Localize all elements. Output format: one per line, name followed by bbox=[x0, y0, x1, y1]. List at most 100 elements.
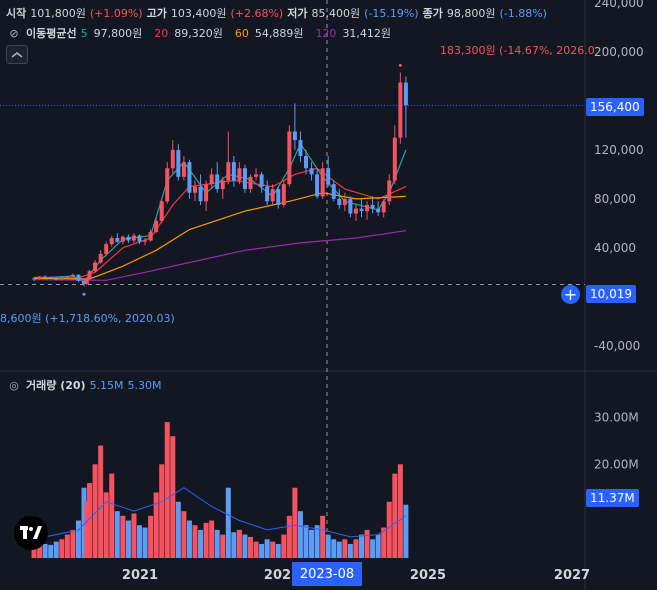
ma5-period: 5 bbox=[80, 26, 88, 40]
volume-bar bbox=[347, 543, 353, 558]
close-change: (-1.88%) bbox=[499, 6, 547, 20]
candle-body bbox=[353, 208, 358, 214]
open-value: 101,800원 bbox=[30, 7, 86, 20]
candle-body bbox=[387, 180, 392, 202]
candle-body bbox=[148, 231, 153, 241]
candle-body bbox=[281, 184, 286, 205]
candle-body bbox=[109, 238, 114, 245]
candle-body bbox=[159, 201, 164, 221]
volume-bar bbox=[248, 536, 253, 558]
candle-body bbox=[331, 184, 336, 199]
volume-bar bbox=[214, 529, 220, 558]
candle-body bbox=[348, 198, 353, 214]
volume-bar bbox=[264, 539, 270, 558]
volume-bar bbox=[286, 515, 292, 558]
ma-title[interactable]: 이동평균선 bbox=[26, 27, 77, 40]
candle-body bbox=[248, 176, 253, 190]
volume-bar bbox=[331, 539, 337, 558]
chevron-icon bbox=[11, 51, 23, 58]
volume-title[interactable]: 거래량 (20) bbox=[26, 379, 86, 392]
low-label: 저가 bbox=[287, 7, 308, 20]
low-value: 85,400원 bbox=[311, 7, 361, 20]
low-change: (-15.19%) bbox=[364, 6, 419, 20]
candle-body bbox=[226, 162, 231, 181]
candle-body bbox=[304, 156, 308, 169]
collapse-legend-button[interactable] bbox=[6, 45, 28, 64]
x-tick-label: 2027 bbox=[554, 568, 590, 583]
high-annotation: 183,300원 (-14.67%, 2026.0 bbox=[440, 44, 595, 57]
y-tick-label: 240,000 bbox=[594, 0, 644, 10]
y-tick-label: 200,000 bbox=[594, 45, 644, 59]
volume-bar bbox=[336, 541, 342, 558]
volume-bar bbox=[120, 515, 126, 558]
candle-body bbox=[292, 131, 297, 141]
x-tick-label: 2025 bbox=[410, 568, 446, 583]
x-tick-label: 2021 bbox=[122, 568, 158, 583]
candle-body bbox=[198, 186, 203, 202]
volume-bar bbox=[231, 532, 237, 558]
high-change: (+2.68%) bbox=[230, 6, 284, 20]
volume-bar bbox=[381, 527, 387, 558]
candle-body bbox=[187, 162, 192, 193]
volume-bar bbox=[164, 422, 170, 558]
volume-bar bbox=[275, 543, 281, 558]
candle-body bbox=[126, 236, 131, 241]
close-label: 종가 bbox=[422, 7, 443, 20]
ma-line-20 bbox=[34, 167, 407, 279]
volume-bar bbox=[186, 520, 192, 558]
volume-bar bbox=[281, 534, 287, 558]
ma60-value: 54,889원 bbox=[254, 27, 304, 40]
volume-bar bbox=[270, 541, 276, 558]
ohlc-legend: 시작 101,800원 (+1.09%) 고가 103,400원 (+2.68%… bbox=[6, 4, 547, 22]
high-marker bbox=[398, 63, 402, 67]
volume-bar bbox=[42, 543, 48, 558]
volume-bar bbox=[198, 529, 204, 558]
crosshair-price-label: 10,019 bbox=[586, 285, 636, 303]
volume-bar bbox=[153, 492, 159, 558]
candle-body bbox=[115, 238, 120, 242]
volume-bar bbox=[375, 534, 381, 558]
candle-body bbox=[204, 184, 209, 202]
candle-body bbox=[32, 278, 37, 280]
plus-icon[interactable]: + bbox=[561, 285, 580, 304]
volume-bar bbox=[109, 473, 115, 558]
volume-bar bbox=[253, 541, 259, 558]
candle-body bbox=[193, 186, 197, 193]
candle-body bbox=[48, 277, 53, 279]
volume-tick-label: 20.00M bbox=[594, 457, 639, 471]
candle-body bbox=[120, 236, 125, 242]
low-marker bbox=[82, 292, 86, 296]
volume-bar bbox=[87, 483, 93, 558]
candle-body bbox=[342, 198, 347, 205]
eye-icon[interactable]: ◎ bbox=[9, 378, 19, 392]
candle-body bbox=[43, 276, 48, 278]
volume-bar bbox=[98, 445, 104, 558]
candle-body bbox=[265, 186, 270, 202]
volume-bar bbox=[303, 525, 309, 558]
volume-bar bbox=[84, 501, 90, 558]
candle-body bbox=[131, 235, 136, 241]
y-tick-label: -40,000 bbox=[594, 339, 640, 353]
candle-body bbox=[254, 174, 259, 177]
volume-bar bbox=[364, 529, 370, 558]
volume-bar bbox=[259, 543, 265, 558]
volume-value-1: 5.15M bbox=[89, 378, 124, 392]
open-change: (+1.09%) bbox=[89, 6, 143, 20]
volume-bar bbox=[403, 504, 409, 558]
volume-bar bbox=[397, 464, 403, 558]
volume-bar bbox=[181, 511, 187, 558]
candle-body bbox=[237, 168, 242, 181]
volume-bar bbox=[359, 534, 364, 558]
eye-slash-icon[interactable]: ⊘ bbox=[9, 26, 19, 40]
candle-body bbox=[242, 168, 247, 190]
tradingview-logo-icon[interactable] bbox=[14, 516, 48, 550]
candle-body bbox=[231, 162, 236, 181]
ma20-period: 20 bbox=[154, 26, 169, 40]
candle-body bbox=[326, 168, 331, 185]
volume-bar bbox=[170, 436, 176, 558]
volume-bar bbox=[353, 539, 359, 558]
candle-body bbox=[165, 168, 170, 202]
volume-bar bbox=[236, 529, 242, 558]
volume-bar bbox=[209, 520, 215, 558]
